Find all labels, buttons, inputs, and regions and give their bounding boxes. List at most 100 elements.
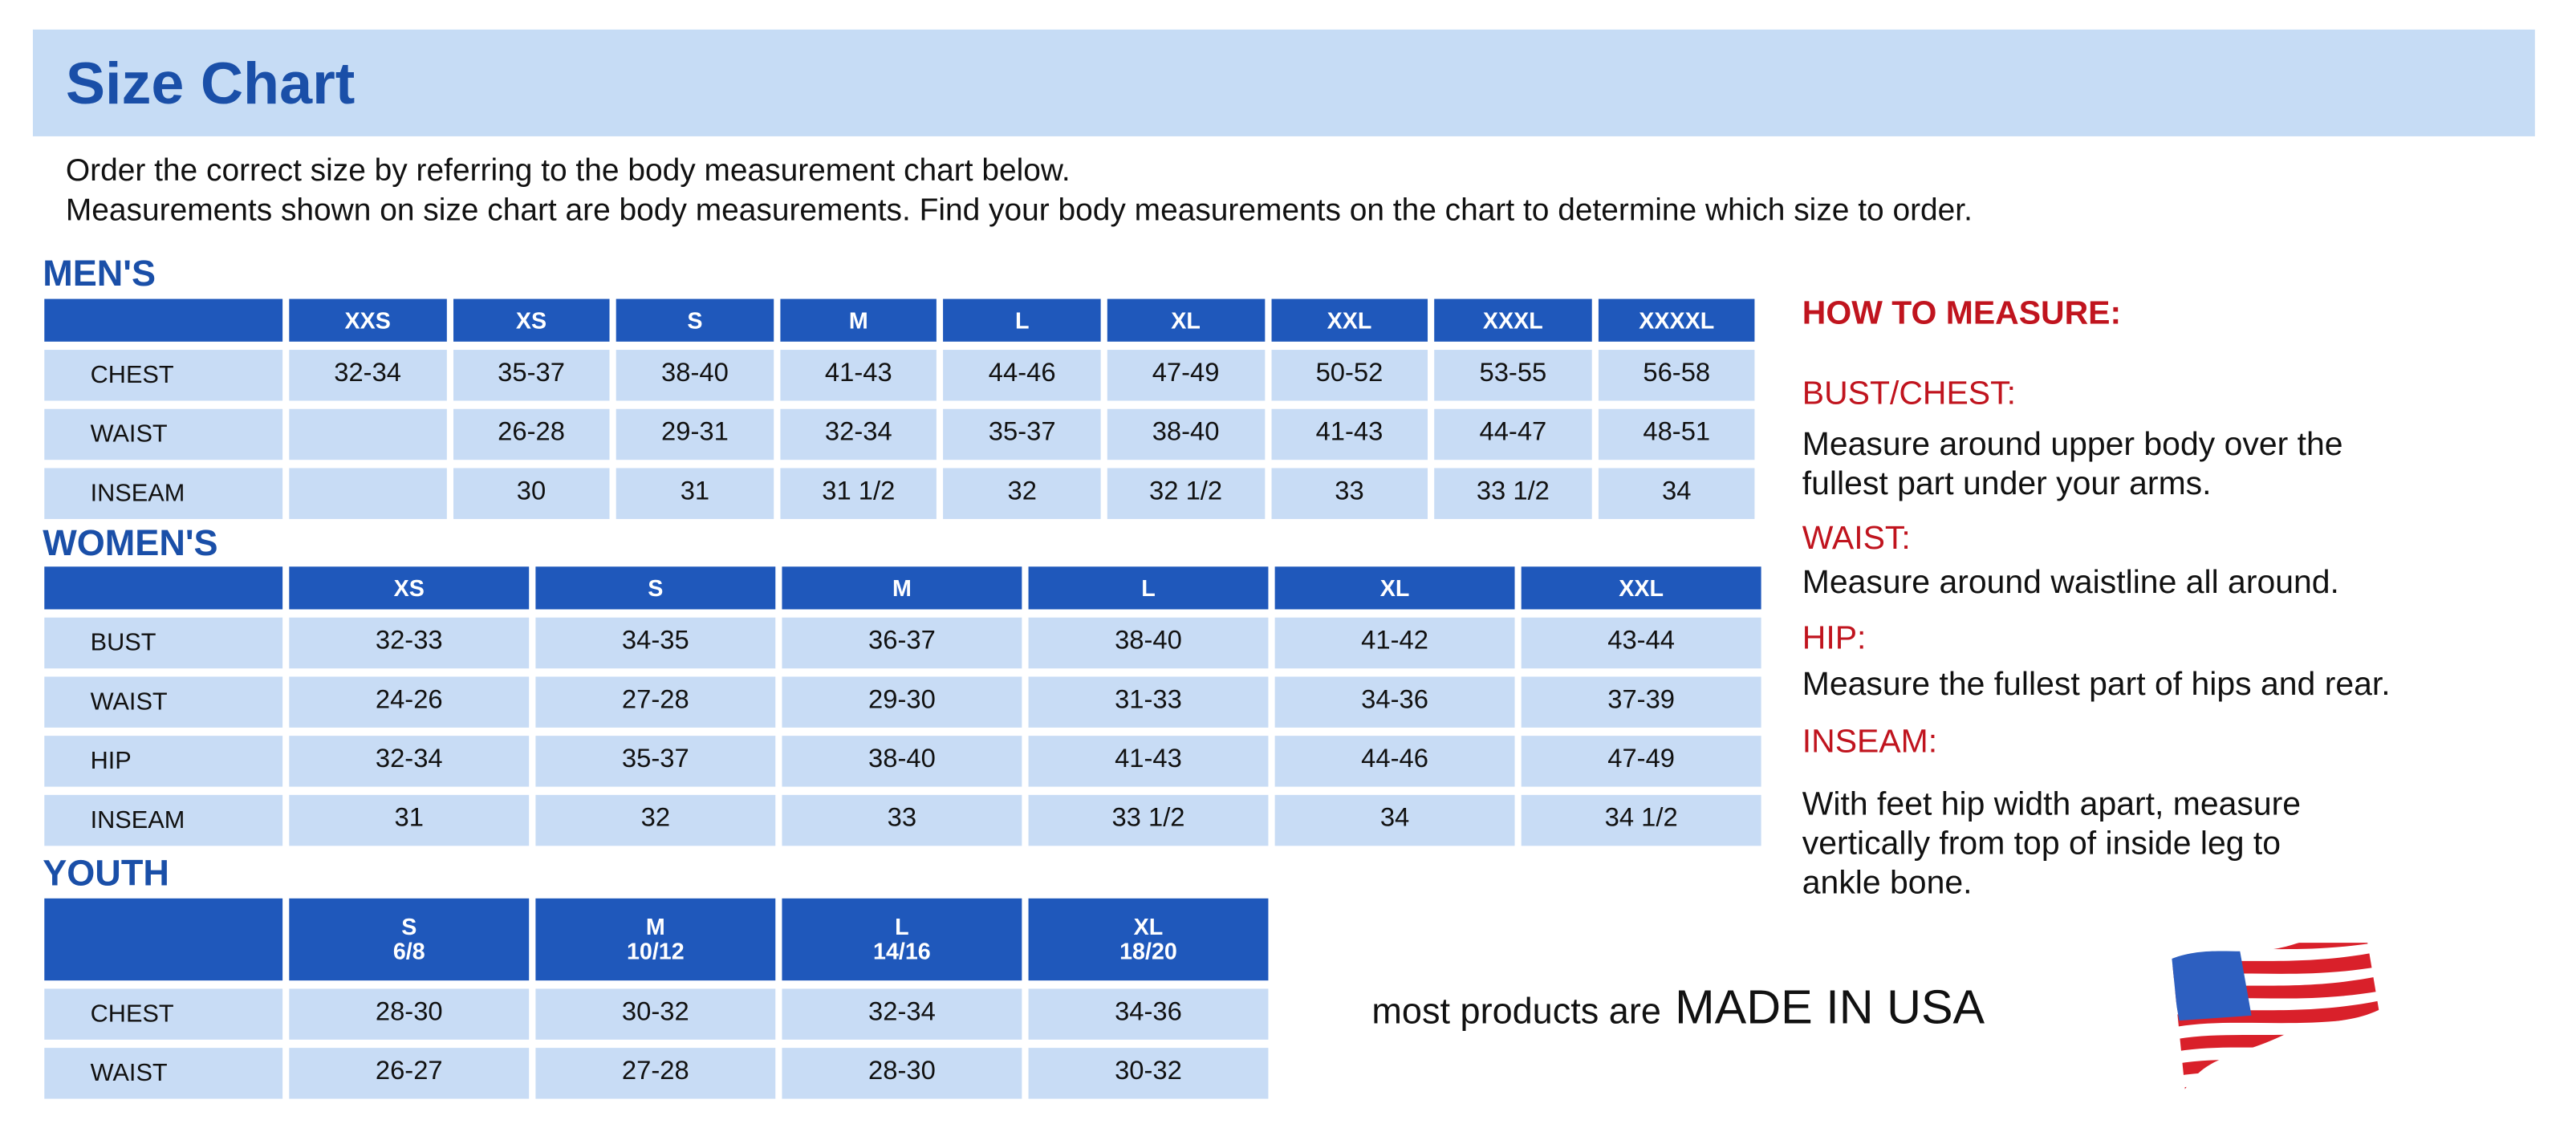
header-corner <box>44 298 283 342</box>
measurement-cell: 56-58 <box>1598 350 1756 401</box>
made-in-usa-prefix: most products are <box>1371 990 1661 1032</box>
intro-line-1: Order the correct size by referring to t… <box>65 154 1071 189</box>
measurement-cell: 31 <box>616 468 774 519</box>
measurement-cell: 36-37 <box>782 617 1022 669</box>
measurement-cell: 47-49 <box>1521 736 1761 787</box>
header-corner <box>44 566 283 610</box>
made-in-usa-note: most products are MADE IN USA <box>1371 982 1985 1037</box>
measurement-cell: 33 1/2 <box>1028 794 1269 846</box>
size-header: XL 18/20 <box>1028 898 1269 981</box>
measurement-cell: 29-30 <box>782 676 1022 728</box>
size-range: 18/20 <box>1119 937 1177 964</box>
term-waist: WAIST: <box>1802 520 1911 558</box>
size-header: M 10/12 <box>535 898 776 981</box>
size-header: XL <box>1274 566 1515 610</box>
desc-line: ankle bone. <box>1802 865 1973 902</box>
measurement-cell: 43-44 <box>1521 617 1761 669</box>
measurement-cell: 35-37 <box>453 350 610 401</box>
size-range: 6/8 <box>392 937 425 964</box>
youth-heading: YOUTH <box>43 852 169 894</box>
measurement-cell: 31 <box>289 794 530 846</box>
measurement-cell <box>289 408 447 461</box>
size-range: 10/12 <box>626 937 685 964</box>
size-header: XXL <box>1521 566 1761 610</box>
row-label: INSEAM <box>44 794 283 846</box>
measurement-cell: 41-43 <box>779 350 937 401</box>
made-in-usa-text: MADE IN USA <box>1675 982 1985 1035</box>
row-label: WAIST <box>44 408 283 461</box>
size-header: S 6/8 <box>289 898 530 981</box>
measurement-cell: 29-31 <box>616 408 774 461</box>
youth-size-table: S 6/8 M 10/12 L 14/16 XL 18/20 CHEST 28-30 30-32 32… <box>44 898 1269 1099</box>
flag-stripe <box>2172 997 2379 1029</box>
measurement-cell: 30-32 <box>1028 1048 1269 1099</box>
size-label: M <box>645 913 665 940</box>
size-header: XS <box>289 566 530 610</box>
measurement-cell: 35-37 <box>943 408 1101 461</box>
measurement-cell: 44-46 <box>943 350 1101 401</box>
measurement-cell: 34-35 <box>535 617 776 669</box>
measurement-cell: 38-40 <box>1107 408 1265 461</box>
desc-line: fullest part under your arms. <box>1802 466 2212 503</box>
measurement-cell: 38-40 <box>1028 617 1269 669</box>
size-header: M <box>782 566 1022 610</box>
womens-size-table: XS S M L XL XXL BUST 32-33 34-35 36-37 38-40 41-42 4… <box>44 566 1761 846</box>
size-header: XXXXL <box>1598 298 1756 342</box>
size-header: S <box>616 298 774 342</box>
desc-line: Measure around upper body over the <box>1802 427 2343 464</box>
measurement-cell: 33 <box>1270 468 1428 519</box>
size-label: S <box>401 913 417 940</box>
term-hip: HIP: <box>1802 620 1867 657</box>
desc-line: vertically from top of inside leg to <box>1802 826 2281 862</box>
desc-line: With feet hip width apart, measure <box>1802 786 2302 823</box>
measurement-cell: 41-43 <box>1270 408 1428 461</box>
measurement-cell: 38-40 <box>616 350 774 401</box>
mens-heading: MEN'S <box>43 253 156 294</box>
measurement-cell: 33 1/2 <box>1434 468 1592 519</box>
intro-line-2: Measurements shown on size chart are bod… <box>65 193 1973 229</box>
measurement-cell: 41-43 <box>1028 736 1269 787</box>
row-label: WAIST <box>44 1048 283 1099</box>
desc-hip: Measure the fullest part of hips and rea… <box>1802 667 2391 704</box>
mens-size-table: XXS XS S M L XL XXL XXXL XXXXL CHEST 32-34 35-37 38-… <box>44 298 1756 519</box>
size-header: L <box>943 298 1101 342</box>
measurement-cell: 28-30 <box>782 1048 1022 1099</box>
measurement-cell: 47-49 <box>1107 350 1265 401</box>
measurement-cell: 32-33 <box>289 617 530 669</box>
size-header: S <box>535 566 776 610</box>
measurement-cell: 27-28 <box>535 676 776 728</box>
row-label: CHEST <box>44 350 283 401</box>
measurement-cell: 26-28 <box>453 408 610 461</box>
row-label: BUST <box>44 617 283 669</box>
measurement-cell: 31 1/2 <box>779 468 937 519</box>
measurement-cell: 44-47 <box>1434 408 1592 461</box>
desc-waist: Measure around waistline all around. <box>1802 565 2339 602</box>
desc-inseam: With feet hip width apart, measure verti… <box>1802 785 2301 903</box>
measurement-cell: 32 <box>943 468 1101 519</box>
measurement-cell: 34 1/2 <box>1521 794 1761 846</box>
size-range: 14/16 <box>873 937 931 964</box>
how-to-measure-heading: HOW TO MEASURE: <box>1802 295 2122 332</box>
measurement-cell: 32 1/2 <box>1107 468 1265 519</box>
measurement-cell: 32-34 <box>779 408 937 461</box>
row-label: HIP <box>44 736 283 787</box>
measurement-cell: 27-28 <box>535 1048 776 1099</box>
measurement-cell: 37-39 <box>1521 676 1761 728</box>
measurement-cell: 34 <box>1274 794 1515 846</box>
measurement-cell: 44-46 <box>1274 736 1515 787</box>
us-flag-icon <box>2172 943 2379 1090</box>
header-corner <box>44 898 283 981</box>
row-label: WAIST <box>44 676 283 728</box>
size-header: XXL <box>1270 298 1428 342</box>
measurement-cell: 26-27 <box>289 1048 530 1099</box>
measurement-cell: 32-34 <box>289 350 447 401</box>
measurement-cell: 53-55 <box>1434 350 1592 401</box>
measurement-cell: 35-37 <box>535 736 776 787</box>
measurement-cell: 32-34 <box>289 736 530 787</box>
size-header: M <box>779 298 937 342</box>
measurement-cell: 48-51 <box>1598 408 1756 461</box>
measurement-cell: 34 <box>1598 468 1756 519</box>
measurement-cell: 38-40 <box>782 736 1022 787</box>
size-header: XL <box>1107 298 1265 342</box>
measurement-cell: 30-32 <box>535 988 776 1040</box>
